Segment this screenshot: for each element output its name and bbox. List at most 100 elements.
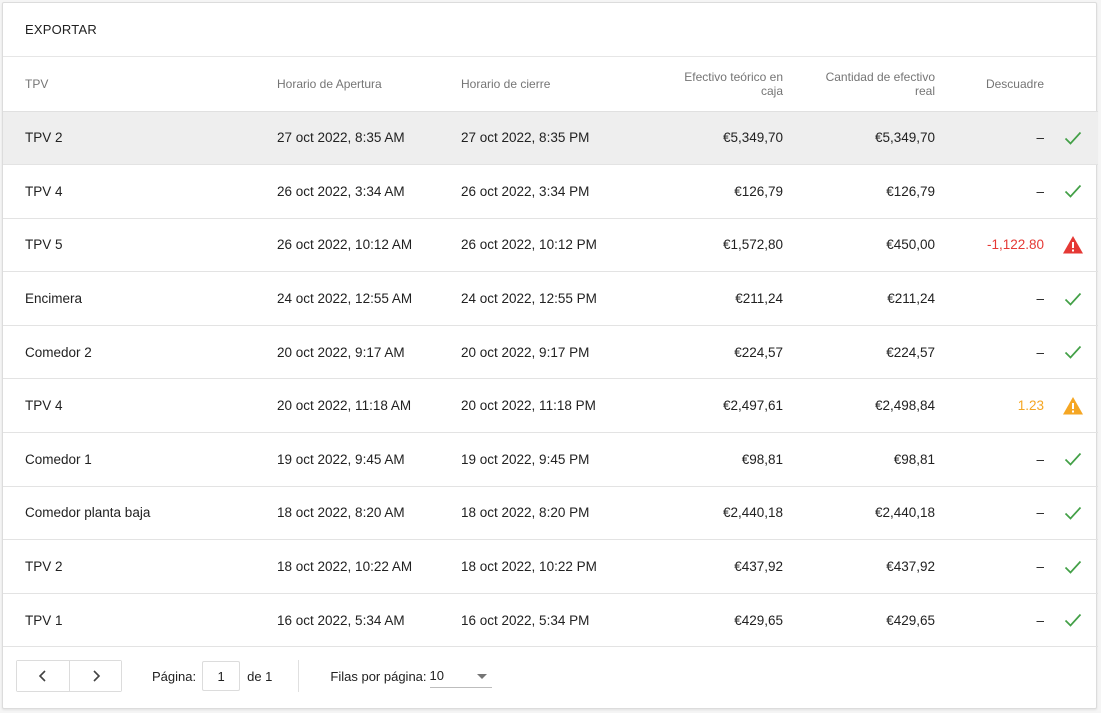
cell-descuadre: – [1036,505,1044,521]
header-efectivo-real-line2: real [914,83,935,98]
cell-apertura: 24 oct 2022, 12:55 AM [277,291,413,307]
check-icon [1064,453,1082,467]
check-icon [1064,131,1082,145]
dropdown-caret-icon [476,673,487,679]
rows-per-page-select[interactable]: 10 [429,665,492,688]
cell-status [1048,272,1098,326]
error-warning-icon [1063,235,1083,254]
cell-descuadre: – [1036,291,1044,307]
table-footer: Página: de 1 Filas por página: 10 [3,644,1096,708]
cell-efectivo-teorico: €126,79 [734,183,783,199]
cell-cierre: 24 oct 2022, 12:55 PM [461,291,597,307]
page-number-input[interactable] [202,661,241,691]
page-label: Página: [152,668,197,684]
cell-cierre: 16 oct 2022, 5:34 PM [461,612,590,628]
cell-efectivo-real: €450,00 [886,237,935,253]
cell-efectivo-real: €429,65 [886,612,935,628]
table-row[interactable]: Comedor planta baja 18 oct 2022, 8:20 AM 1… [3,486,1098,540]
cell-status [1048,165,1098,219]
cell-cierre: 20 oct 2022, 11:18 PM [461,398,596,414]
check-icon [1064,292,1082,306]
cell-descuadre: – [1036,559,1044,575]
cell-efectivo-real: €224,57 [886,344,935,360]
cell-tpv: TPV 2 [25,130,63,146]
check-icon [1064,506,1082,520]
table-header-row: TPV Horario de Apertura Horario de cierr… [3,57,1098,111]
cell-cierre: 20 oct 2022, 9:17 PM [461,344,590,360]
cell-efectivo-teorico: €2,440,18 [722,505,783,521]
table-row[interactable]: TPV 1 16 oct 2022, 5:34 AM 16 oct 2022, 5:… [3,593,1098,647]
header-descuadre[interactable]: Descuadre [985,76,1044,91]
header-apertura[interactable]: Horario de Apertura [277,76,382,91]
header-status [1048,57,1098,111]
header-efectivo-teorico-line1: Efectivo teórico en [684,69,783,84]
cell-descuadre: – [1036,344,1044,360]
check-icon [1064,185,1082,199]
cell-tpv: Comedor 1 [25,451,92,467]
cell-cierre: 26 oct 2022, 3:34 PM [461,183,590,199]
cell-efectivo-teorico: €5,349,70 [722,130,783,146]
page-total-label: de 1 [247,668,273,684]
cell-cierre: 19 oct 2022, 9:45 PM [461,451,590,467]
cell-apertura: 20 oct 2022, 11:18 AM [277,398,412,414]
cell-status [1048,433,1098,487]
cell-descuadre: – [1036,451,1044,467]
previous-page-button[interactable] [17,661,69,691]
header-efectivo-teorico[interactable]: Efectivo teórico en caja [640,57,785,111]
table-row[interactable]: TPV 5 26 oct 2022, 10:12 AM 26 oct 2022, 1… [3,218,1098,272]
cell-efectivo-teorico: €1,572,80 [722,237,783,253]
cell-status [1048,379,1098,433]
rows-per-page-value: 10 [429,668,444,683]
cell-efectivo-teorico: €211,24 [735,291,783,307]
table-row[interactable]: TPV 2 27 oct 2022, 8:35 AM 27 oct 2022, 8:… [3,111,1098,165]
cell-efectivo-real: €211,24 [887,291,935,307]
cell-efectivo-teorico: €437,92 [734,559,783,575]
table-row[interactable]: TPV 4 26 oct 2022, 3:34 AM 26 oct 2022, 3:… [3,165,1098,219]
cell-tpv: Comedor planta baja [25,505,151,521]
table-row[interactable]: TPV 2 18 oct 2022, 10:22 AM 18 oct 2022, 1… [3,540,1098,594]
cell-status [1048,325,1098,379]
cell-apertura: 16 oct 2022, 5:34 AM [277,612,405,628]
table-toolbar: EXPORTAR [3,3,1096,57]
cell-tpv: Encimera [25,291,83,307]
chevron-right-icon [92,670,100,682]
header-efectivo-teorico-line2: caja [760,83,783,98]
rows-per-page-label: Filas por página: [330,668,427,684]
table-row[interactable]: Encimera 24 oct 2022, 12:55 AM 24 oct 2022… [3,272,1098,326]
cell-apertura: 27 oct 2022, 8:35 AM [277,130,405,146]
cell-efectivo-real: €2,498,84 [874,398,935,414]
check-icon [1064,346,1082,359]
warning-icon [1063,396,1083,415]
cell-cierre: 18 oct 2022, 8:20 PM [461,505,590,521]
cell-apertura: 20 oct 2022, 9:17 AM [277,344,405,360]
header-cierre[interactable]: Horario de cierre [461,76,551,91]
table-row[interactable]: Comedor 1 19 oct 2022, 9:45 AM 19 oct 2022… [3,433,1098,487]
cell-apertura: 18 oct 2022, 8:20 AM [277,505,405,521]
cell-tpv: TPV 5 [25,237,63,253]
export-button[interactable]: EXPORTAR [25,22,97,37]
table-row[interactable]: Comedor 2 20 oct 2022, 9:17 AM 20 oct 2022… [3,325,1098,379]
cell-efectivo-teorico: €224,57 [734,344,783,360]
cell-apertura: 26 oct 2022, 3:34 AM [277,183,405,199]
cell-apertura: 19 oct 2022, 9:45 AM [277,451,405,467]
cell-efectivo-teorico: €98,81 [741,451,783,467]
cell-descuadre: 1.23 [1017,398,1044,414]
chevron-left-icon [38,670,46,682]
cell-status [1048,540,1098,594]
next-page-button[interactable] [69,661,121,691]
cell-status [1048,486,1098,540]
cell-cierre: 18 oct 2022, 10:22 PM [461,559,597,575]
footer-divider [298,660,300,692]
cell-tpv: Comedor 2 [25,344,92,360]
cell-tpv: TPV 4 [25,183,63,199]
cell-status [1048,593,1098,647]
header-efectivo-real[interactable]: Cantidad de efectivo real [785,57,943,111]
cell-efectivo-real: €2,440,18 [874,505,935,521]
cell-apertura: 26 oct 2022, 10:12 AM [277,237,413,253]
header-tpv[interactable]: TPV [25,76,49,91]
pager-buttons [16,660,122,692]
check-icon [1064,560,1082,574]
cell-descuadre: – [1036,183,1044,199]
table-row[interactable]: TPV 4 20 oct 2022, 11:18 AM 20 oct 2022, 1… [3,379,1098,433]
